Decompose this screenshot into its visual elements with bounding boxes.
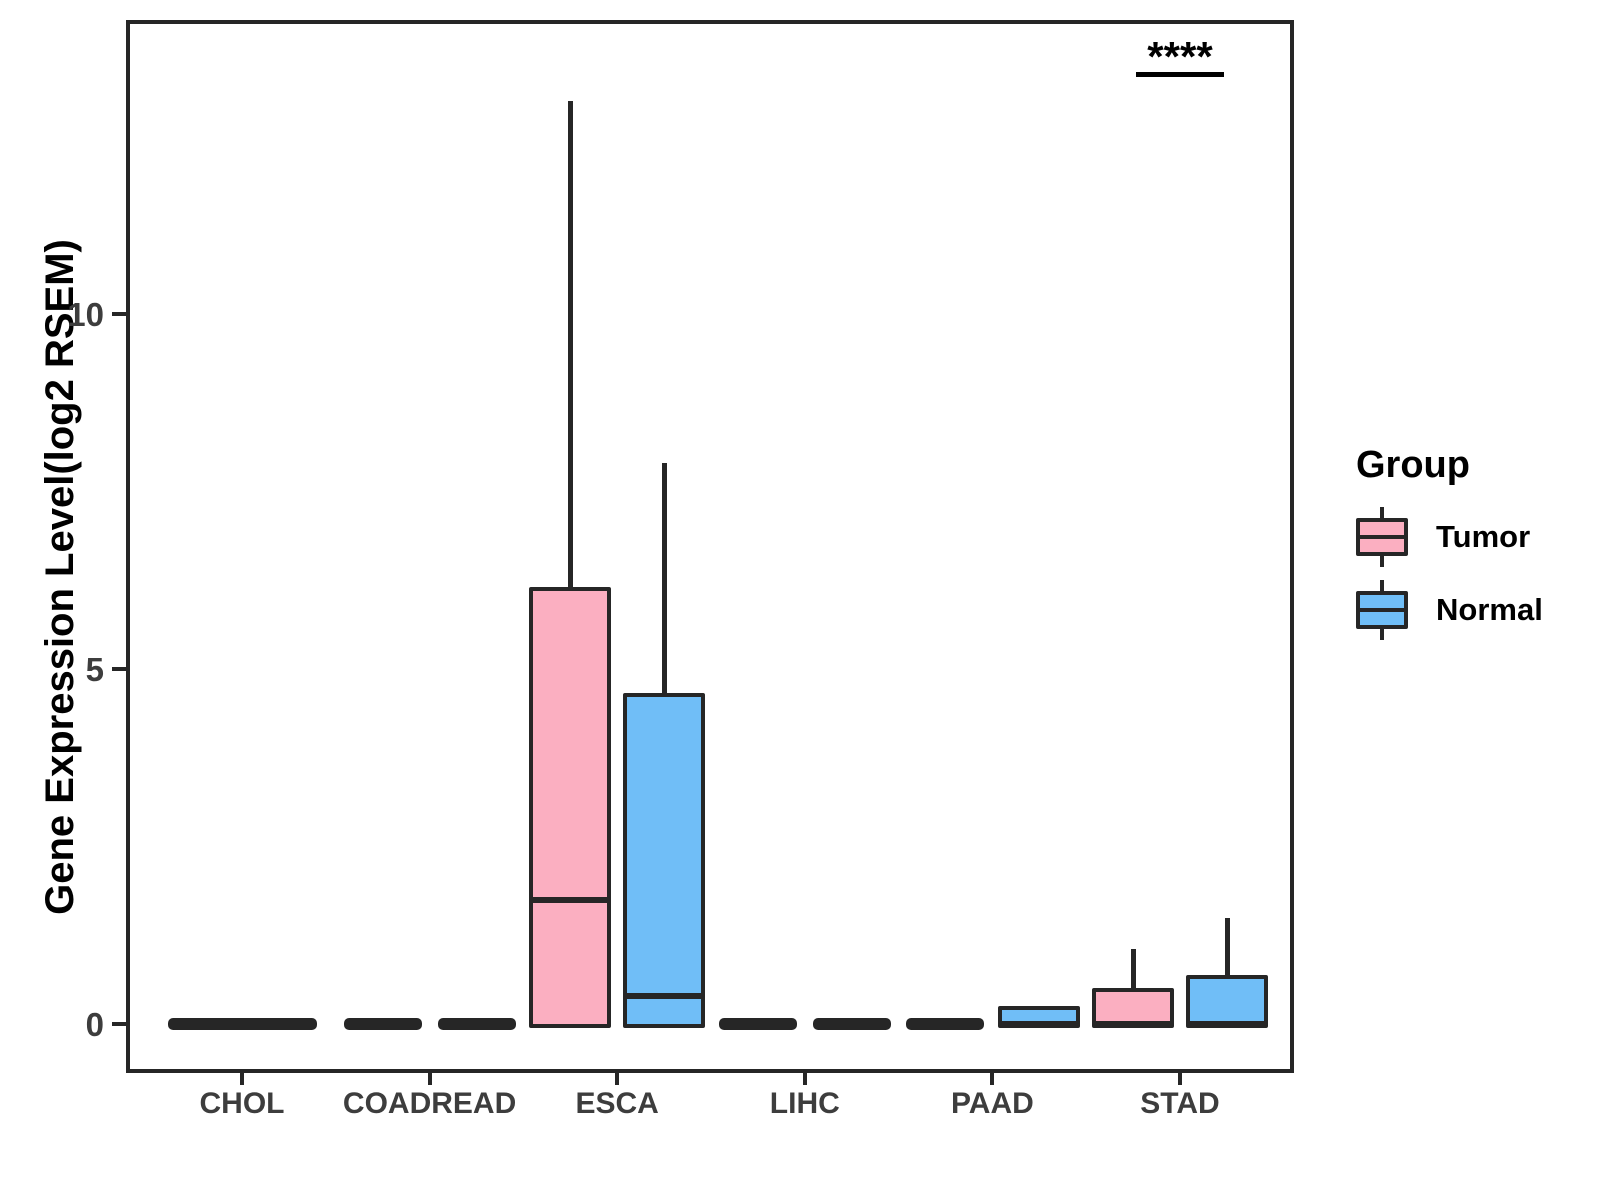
glyph-median — [1359, 608, 1405, 612]
x-tick-label-lihc: LIHC — [769, 1087, 840, 1120]
legend-entry-tumor: Tumor — [1356, 507, 1600, 567]
glyph-median — [1359, 535, 1405, 539]
x-tick-label-coadread: COADREAD — [342, 1087, 517, 1120]
box-lihc-tumor-flat — [718, 1018, 797, 1030]
box-esca-tumor-median — [533, 896, 608, 903]
box-stad-tumor-whisker — [1130, 949, 1136, 995]
legend-label-tumor: Tumor — [1436, 519, 1531, 554]
y-axis-title: Gene Expression Level(log2 RSEM) — [38, 239, 82, 915]
box-esca-normal-median — [627, 992, 702, 999]
x-tick-mark — [615, 1073, 620, 1085]
boxplot-glyph-icon — [1356, 580, 1408, 640]
boxplot-glyph-icon — [1356, 507, 1408, 567]
legend-entry-normal: Normal — [1356, 580, 1600, 640]
x-tick-label-esca: ESCA — [575, 1087, 659, 1120]
y-tick-mark — [112, 1022, 126, 1026]
box-esca-tumor-rect — [529, 586, 612, 1028]
x-tick-mark — [802, 1073, 807, 1085]
x-tick-label-chol: CHOL — [199, 1087, 285, 1120]
box-chol-tumor-flat — [167, 1018, 317, 1030]
legend-title: Group — [1356, 444, 1470, 486]
box-coadread-normal-flat — [437, 1018, 516, 1030]
legend: Group Tumor Normal — [1356, 444, 1600, 653]
significance-bar — [1136, 72, 1224, 77]
box-stad-normal-median — [1190, 1021, 1264, 1027]
y-tick-mark — [112, 312, 126, 316]
box-stad-normal-whisker — [1224, 917, 1230, 982]
x-tick-mark — [427, 1073, 432, 1085]
y-tick-label: 5 — [85, 651, 104, 688]
box-paad-normal-median — [1002, 1021, 1077, 1027]
x-tick-label-stad: STAD — [1140, 1087, 1220, 1120]
y-tick-label: 0 — [85, 1006, 104, 1043]
x-tick-mark — [240, 1073, 244, 1085]
legend-entries: Tumor Normal — [1356, 507, 1600, 640]
x-tick-label-paad: PAAD — [951, 1087, 1034, 1120]
x-tick-mark — [1178, 1073, 1182, 1085]
plot-panel — [126, 20, 1294, 1073]
y-tick-mark — [112, 667, 126, 671]
box-paad-tumor-flat — [906, 1018, 985, 1030]
x-tick-mark — [990, 1073, 995, 1085]
box-lihc-normal-flat — [812, 1018, 891, 1030]
box-esca-normal-whisker — [661, 463, 667, 700]
box-esca-normal-rect — [623, 693, 706, 1028]
box-esca-tumor-whisker — [567, 101, 573, 593]
box-stad-tumor-median — [1096, 1021, 1170, 1027]
significance-stars: **** — [1147, 33, 1213, 80]
y-tick-label: 10 — [67, 296, 104, 333]
box-coadread-tumor-flat — [343, 1018, 422, 1030]
legend-label-normal: Normal — [1436, 592, 1543, 627]
